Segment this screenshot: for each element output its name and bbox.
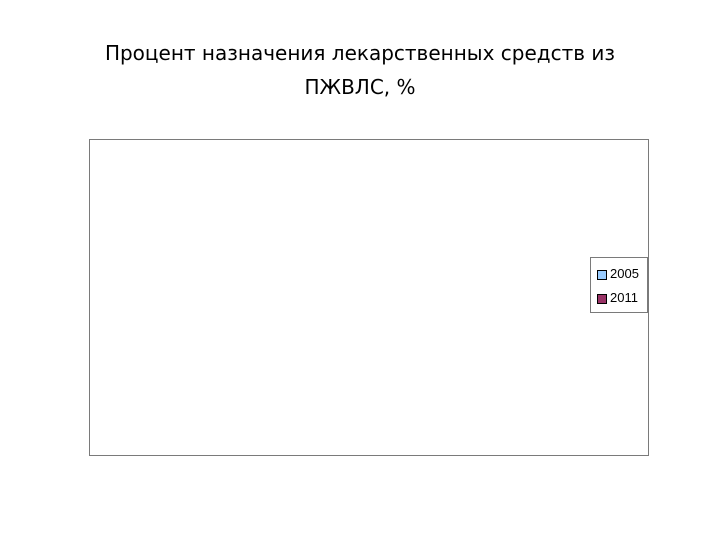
legend-swatch-2011 <box>597 294 607 304</box>
chart-legend: 2005 2011 <box>590 257 648 313</box>
legend-label-2005: 2005 <box>610 266 639 281</box>
slide-title: Процент назначения лекарственных средств… <box>0 36 720 104</box>
title-line-2: ПЖВЛС, % <box>304 75 416 99</box>
chart-frame <box>89 139 649 456</box>
legend-swatch-2005 <box>597 270 607 280</box>
title-line-1: Процент назначения лекарственных средств… <box>104 41 616 65</box>
legend-label-2011: 2011 <box>610 290 638 305</box>
